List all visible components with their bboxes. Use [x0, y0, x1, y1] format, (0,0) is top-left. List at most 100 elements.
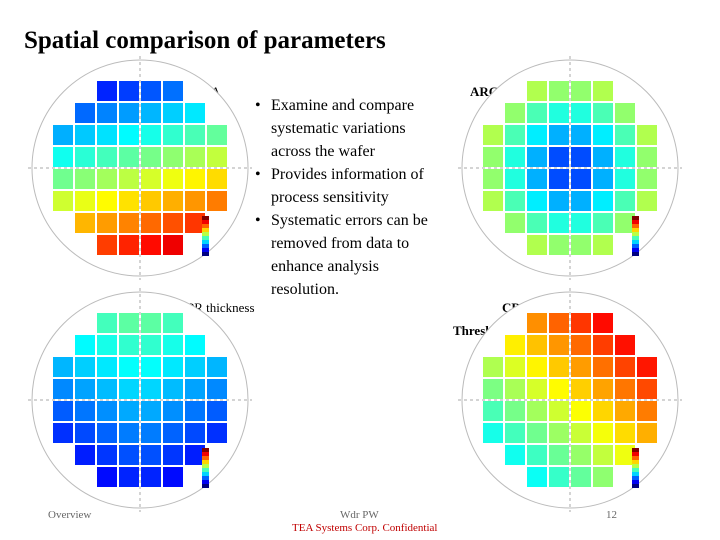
colorbar-step: [632, 252, 639, 256]
die: [527, 213, 547, 233]
colorbar-step: [202, 224, 209, 228]
die: [207, 191, 227, 211]
colorbar-step: [632, 456, 639, 460]
die: [615, 445, 635, 465]
colorbar-step: [202, 480, 209, 484]
colorbar-step: [632, 240, 639, 244]
die: [505, 401, 525, 421]
die: [527, 125, 547, 145]
die: [97, 423, 117, 443]
wafer-map: [28, 288, 252, 512]
die: [615, 401, 635, 421]
bullets: • Examine and compare systematic variatio…: [255, 97, 432, 298]
die: [549, 467, 569, 487]
die: [207, 147, 227, 167]
die: [483, 379, 503, 399]
die: [593, 213, 613, 233]
die: [483, 401, 503, 421]
die: [185, 357, 205, 377]
colorbar-step: [632, 224, 639, 228]
die: [505, 379, 525, 399]
die: [141, 103, 161, 123]
die: [75, 335, 95, 355]
die: [75, 125, 95, 145]
die: [75, 169, 95, 189]
die: [97, 313, 117, 333]
die: [141, 467, 161, 487]
colorbar-step: [202, 220, 209, 224]
colorbar-step: [632, 476, 639, 480]
die: [571, 357, 591, 377]
die: [185, 103, 205, 123]
die: [141, 379, 161, 399]
die: [119, 169, 139, 189]
die: [141, 313, 161, 333]
page-number: 12: [606, 509, 617, 521]
colorbar-step: [202, 244, 209, 248]
die: [185, 445, 205, 465]
die: [141, 335, 161, 355]
die: [119, 401, 139, 421]
colorbar-step: [632, 220, 639, 224]
die: [571, 313, 591, 333]
die: [505, 169, 525, 189]
die: [207, 169, 227, 189]
die: [593, 125, 613, 145]
die: [119, 335, 139, 355]
die: [571, 445, 591, 465]
bullet-text: Systematic errors can be removed from da…: [271, 212, 432, 298]
die: [119, 125, 139, 145]
colorbar-step: [632, 216, 639, 220]
die: [571, 467, 591, 487]
die: [119, 467, 139, 487]
die: [163, 103, 183, 123]
die: [97, 379, 117, 399]
die: [615, 125, 635, 145]
die: [53, 125, 73, 145]
die: [483, 191, 503, 211]
die: [527, 81, 547, 101]
die: [527, 169, 547, 189]
die: [141, 81, 161, 101]
die: [163, 147, 183, 167]
die: [185, 379, 205, 399]
wafer-map: [458, 56, 682, 280]
die: [527, 379, 547, 399]
colorbar-step: [202, 484, 209, 488]
die: [593, 191, 613, 211]
colorbar-step: [202, 464, 209, 468]
die: [53, 147, 73, 167]
die: [593, 313, 613, 333]
die: [505, 125, 525, 145]
die: [549, 445, 569, 465]
die: [163, 313, 183, 333]
die: [505, 147, 525, 167]
colorbar-step: [632, 448, 639, 452]
colorbar-step: [202, 228, 209, 232]
die: [119, 103, 139, 123]
die: [185, 147, 205, 167]
die: [571, 423, 591, 443]
die: [185, 125, 205, 145]
footer-confidential: TEA Systems Corp. Confidential: [292, 522, 437, 534]
die: [615, 191, 635, 211]
bullet-text: Examine and compare systematic variation…: [271, 97, 418, 160]
die: [615, 357, 635, 377]
die: [637, 169, 657, 189]
die: [97, 103, 117, 123]
colorbar-step: [202, 452, 209, 456]
die: [119, 423, 139, 443]
die: [593, 235, 613, 255]
die: [185, 191, 205, 211]
die: [97, 235, 117, 255]
die: [163, 401, 183, 421]
die: [549, 147, 569, 167]
die: [549, 379, 569, 399]
wafer-map: [458, 288, 682, 512]
footer-left: Overview: [48, 509, 91, 521]
die: [527, 335, 547, 355]
die: [527, 313, 547, 333]
die: [527, 235, 547, 255]
die: [593, 335, 613, 355]
